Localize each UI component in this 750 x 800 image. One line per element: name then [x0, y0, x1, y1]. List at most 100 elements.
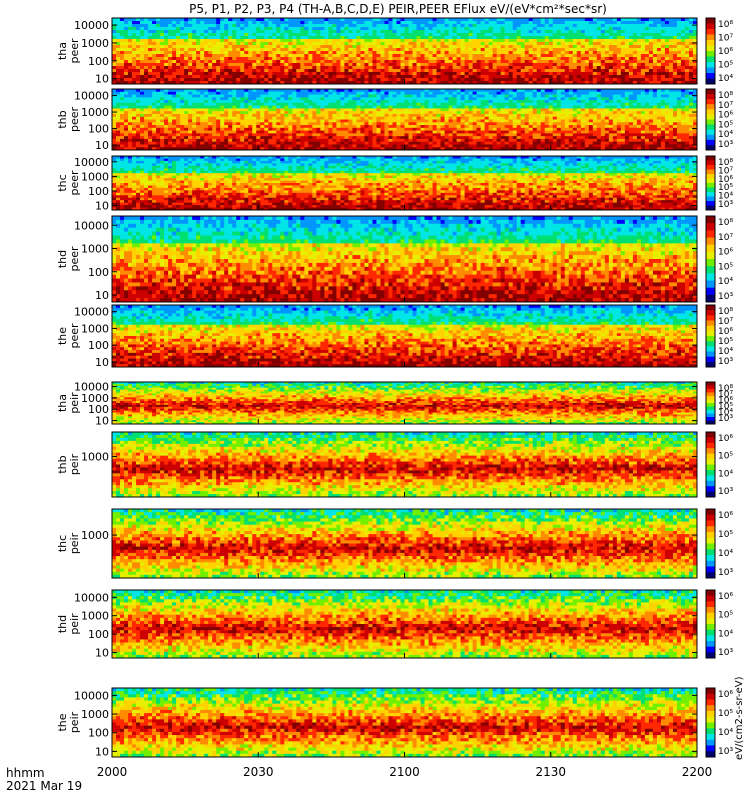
colorbar-tick-label: 10³: [718, 487, 733, 497]
y-tick-label: 10000: [74, 306, 109, 319]
colorbar-unit-label: eV/(cm2-s-sr-eV): [734, 676, 745, 760]
colorbar-tick-label: 10⁶: [718, 434, 733, 444]
y-tick-label: 10: [95, 200, 109, 213]
colorbar-tick-label: 10⁸: [718, 218, 733, 228]
colorbar-tick-label: 10³: [718, 648, 733, 658]
colorbar-tick-label: 10⁸: [718, 91, 733, 101]
y-tick-label: 10: [95, 415, 109, 428]
colorbar-tick-label: 10⁵: [718, 530, 733, 540]
y-tick-label: 1000: [81, 37, 109, 50]
panel-ylabel: peir: [68, 392, 81, 414]
y-tick-label: 10: [95, 356, 109, 369]
y-tick-label: 1000: [81, 451, 109, 464]
y-tick-label: 1000: [81, 708, 109, 721]
colorbar-tick-label: 10³: [718, 200, 733, 210]
colorbar-tick-label: 10⁵: [718, 262, 733, 272]
panel-ylabel: peir: [68, 532, 81, 554]
colorbar-tick-label: 10⁷: [718, 317, 733, 327]
y-tick-label: 10: [95, 745, 109, 758]
y-tick-label: 100: [88, 185, 109, 198]
colorbar-tick-label: 10⁵: [718, 120, 733, 130]
y-tick-label: 10: [95, 289, 109, 302]
spectrogram-image: [112, 688, 697, 757]
figure-title: P5, P1, P2, P3, P4 (TH-A,B,C,D,E) PEIR,P…: [189, 2, 607, 16]
y-tick-label: 10000: [74, 156, 109, 169]
y-tick-label: 1000: [81, 610, 109, 623]
y-tick-label: 10: [95, 73, 109, 86]
y-tick-label: 10000: [74, 19, 109, 32]
y-tick-label: 10000: [74, 689, 109, 702]
spectrogram-image: [112, 89, 697, 150]
y-tick-label: 100: [88, 266, 109, 279]
spectrogram-image: [112, 590, 697, 658]
colorbar-tick-label: 10⁵: [718, 452, 733, 462]
panel-ylabel: peer: [68, 107, 81, 133]
colorbar-tick-label: 10⁸: [718, 20, 733, 30]
spectrogram-image: [112, 156, 697, 210]
colorbar-tick-label: 10⁴: [718, 469, 733, 479]
colorbar-tick-label: 10⁴: [718, 629, 733, 639]
y-tick-label: 10000: [74, 591, 109, 604]
colorbar-tick-label: 10⁵: [718, 337, 733, 347]
colorbar-tick-label: 10⁶: [718, 111, 733, 121]
colorbar-tick-label: 10⁵: [718, 611, 733, 621]
y-tick-label: 100: [88, 727, 109, 740]
y-tick-label: 100: [88, 628, 109, 641]
colorbar-tick-label: 10⁶: [718, 248, 733, 258]
y-tick-label: 100: [88, 55, 109, 68]
spectrogram-image: [112, 509, 697, 578]
panel-ylabel: peir: [68, 613, 81, 635]
x-tick-label: 2100: [389, 765, 420, 779]
colorbar-tick-label: 10³: [718, 292, 733, 302]
y-tick-label: 10000: [74, 219, 109, 232]
y-tick-label: 1000: [81, 106, 109, 119]
panel-ylabel: peer: [68, 170, 81, 196]
y-tick-label: 1000: [81, 529, 109, 542]
panel-ylabel: peer: [68, 38, 81, 64]
colorbar-tick-label: 10³: [718, 357, 733, 367]
colorbar-tick-label: 10⁷: [718, 101, 733, 111]
colorbar: 10⁸ 10⁷ 10⁶ 10⁵ 10⁴: [706, 18, 733, 84]
colorbar-tick-label: 10⁴: [718, 74, 733, 84]
x-tick-label: 2000: [97, 765, 128, 779]
colorbar-tick-label: 10⁸: [718, 307, 733, 317]
colorbar-tick-label: 10⁶: [718, 327, 733, 337]
colorbar-tick-label: 10⁵: [718, 709, 733, 719]
colorbar-tick-label: 10³: [718, 414, 733, 424]
panel-ylabel: peer: [68, 323, 81, 349]
colorbar-tick-label: 10³: [718, 568, 733, 578]
spectrogram-image: [112, 216, 697, 302]
x-tick-label: 2030: [243, 765, 274, 779]
colorbar-tick-label: 10³: [718, 140, 733, 150]
colorbar-tick-label: 10⁴: [718, 347, 733, 357]
colorbar-tick-label: 10⁴: [718, 728, 733, 738]
time-axis-label: hhmm: [6, 766, 45, 780]
colorbar-tick-label: 10⁷: [718, 233, 733, 243]
colorbar-tick-label: 10⁶: [718, 690, 733, 700]
y-tick-label: 1000: [81, 322, 109, 335]
y-tick-label: 1000: [81, 170, 109, 183]
colorbar-tick-label: 10⁴: [718, 130, 733, 140]
colorbar-tick-label: 10⁴: [718, 549, 733, 559]
panel-ylabel: peer: [68, 246, 81, 272]
colorbar-tick-label: 10⁶: [718, 511, 733, 521]
y-tick-label: 10: [95, 139, 109, 152]
date-label: 2021 Mar 19: [6, 779, 82, 793]
colorbar-tick-label: 10⁵: [718, 61, 733, 71]
y-tick-label: 100: [88, 339, 109, 352]
colorbar-tick-label: 10⁶: [718, 47, 733, 57]
colorbar-tick-label: 10⁷: [718, 34, 733, 44]
y-tick-label: 10: [95, 646, 109, 659]
panel-ylabel: peir: [68, 453, 81, 475]
